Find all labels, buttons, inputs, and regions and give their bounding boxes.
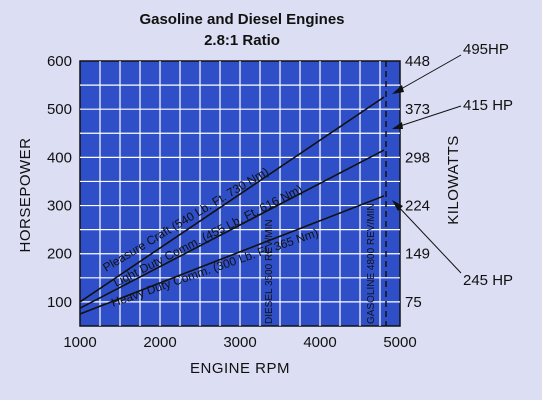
callout-line-245hp xyxy=(393,201,462,274)
gasoline-rpm-label-text: GASOLINE 4800 REV/MIN xyxy=(366,203,377,324)
y-tick-label: 600 xyxy=(47,53,72,70)
y2-tick-label: 224 xyxy=(405,198,430,215)
y2-axis-label: KILOWATTS xyxy=(445,135,462,225)
y-tick-label: 500 xyxy=(47,101,72,118)
x-axis-label: ENGINE RPM xyxy=(190,360,290,377)
y2-tick-label: 75 xyxy=(405,294,422,311)
callout-245hp: 245 HP xyxy=(463,272,513,289)
tick-labels: 1000 2000 3000 4000 5000 100 200 300 400 500 600 75… xyxy=(47,53,430,351)
series-line-heavy-duty xyxy=(79,195,385,315)
diesel-rpm-label-text: DIESEL 3500 REV/MIN xyxy=(264,219,275,324)
callout-arrow-245hp xyxy=(392,200,403,211)
grid xyxy=(80,61,400,326)
y-tick-label: 100 xyxy=(47,294,72,311)
chart-title: Gasoline and Diesel Engines xyxy=(139,11,344,28)
callout-arrow-415hp xyxy=(392,122,403,129)
y-tick-label: 400 xyxy=(47,149,72,166)
y2-tick-label: 448 xyxy=(405,53,430,70)
callout-495hp: 495HP xyxy=(463,41,509,58)
chart-subtitle: 2.8:1 Ratio xyxy=(204,32,280,49)
series-line-light-duty xyxy=(79,149,385,309)
x-tick-label: 5000 xyxy=(383,334,416,351)
y-tick-label: 200 xyxy=(47,246,72,263)
gasoline-rpm-label: GASOLINE 4800 REV/MIN xyxy=(366,203,377,324)
y-axis-label: HORSEPOWER xyxy=(17,137,34,252)
x-tick-label: 2000 xyxy=(143,334,176,351)
callout-line-415hp xyxy=(393,105,462,129)
x-tick-label: 1000 xyxy=(63,334,96,351)
y2-tick-label: 373 xyxy=(405,101,430,118)
x-tick-label: 4000 xyxy=(303,334,336,351)
callout-arrow-495hp xyxy=(392,85,404,94)
series-lines xyxy=(79,96,385,315)
x-tick-label: 3000 xyxy=(223,334,256,351)
callout-415hp: 415 HP xyxy=(463,97,513,114)
diesel-rpm-label: DIESEL 3500 REV/MIN xyxy=(264,219,275,324)
series-line-pleasure-craft xyxy=(79,96,385,303)
y2-tick-label: 149 xyxy=(405,246,430,263)
y2-tick-label: 298 xyxy=(405,149,430,166)
callout-line-495hp xyxy=(393,54,462,94)
y-tick-label: 300 xyxy=(47,198,72,215)
